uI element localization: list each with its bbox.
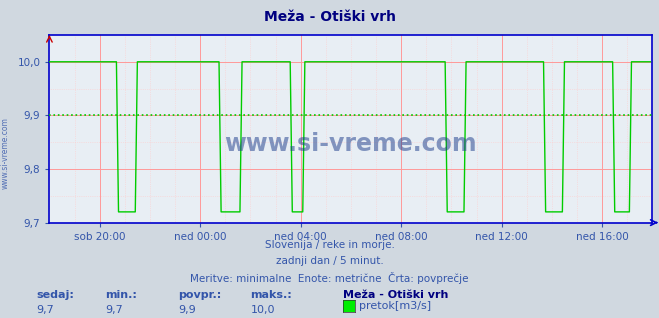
Text: 9,9: 9,9	[178, 305, 196, 315]
Text: sedaj:: sedaj:	[36, 290, 74, 300]
Text: www.si-vreme.com: www.si-vreme.com	[1, 117, 10, 189]
Text: maks.:: maks.:	[250, 290, 292, 300]
Text: 9,7: 9,7	[105, 305, 123, 315]
Text: Meritve: minimalne  Enote: metrične  Črta: povprečje: Meritve: minimalne Enote: metrične Črta:…	[190, 272, 469, 284]
Text: 9,7: 9,7	[36, 305, 54, 315]
Text: Meža - Otiški vrh: Meža - Otiški vrh	[343, 290, 448, 300]
Text: Slovenija / reke in morje.: Slovenija / reke in morje.	[264, 240, 395, 250]
Text: povpr.:: povpr.:	[178, 290, 221, 300]
Text: Meža - Otiški vrh: Meža - Otiški vrh	[264, 10, 395, 24]
Text: www.si-vreme.com: www.si-vreme.com	[225, 132, 477, 156]
Text: min.:: min.:	[105, 290, 137, 300]
Text: zadnji dan / 5 minut.: zadnji dan / 5 minut.	[275, 256, 384, 266]
Text: pretok[m3/s]: pretok[m3/s]	[359, 301, 431, 311]
Text: 10,0: 10,0	[250, 305, 275, 315]
